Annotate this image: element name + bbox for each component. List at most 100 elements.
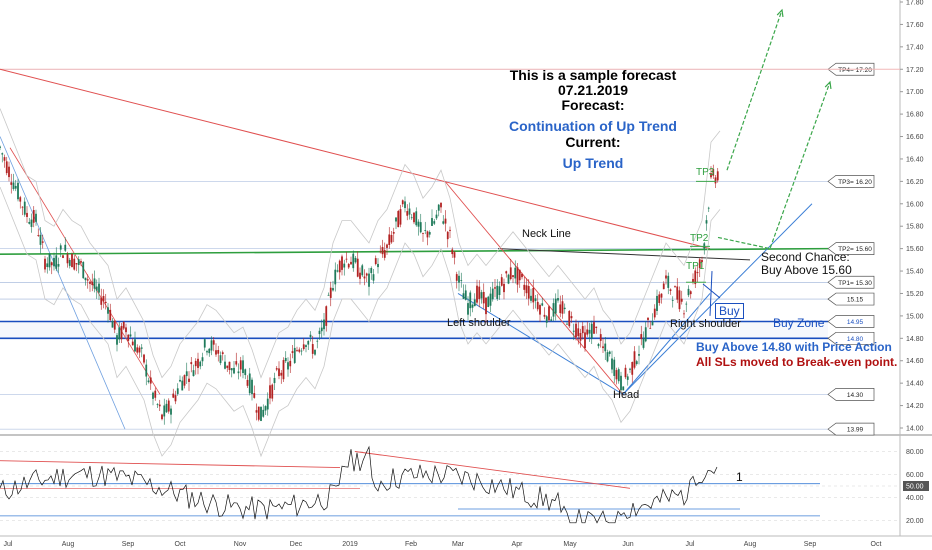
current-value: Up Trend — [562, 155, 624, 171]
candle-body — [302, 344, 305, 350]
candle-body — [253, 393, 256, 398]
candle-body — [651, 321, 654, 326]
candle-body — [356, 258, 359, 277]
level-callout — [827, 242, 875, 255]
candle-body — [647, 317, 649, 320]
candle-body — [518, 269, 521, 281]
candle-body — [174, 395, 177, 402]
candle-body — [568, 311, 571, 327]
candle-body — [550, 319, 553, 321]
candle-body — [401, 200, 404, 205]
candle-body — [377, 263, 379, 268]
osc-red-line-2 — [354, 451, 631, 489]
candle-body — [140, 347, 143, 349]
candle-body — [37, 235, 40, 236]
candle-body — [692, 278, 694, 283]
candle-body — [698, 259, 701, 269]
level-callout-label: 13.99 — [847, 427, 864, 434]
candle-body — [19, 197, 22, 202]
candle-body — [239, 360, 242, 370]
candle-body — [39, 234, 42, 245]
tp2-label: TP2 — [690, 233, 709, 244]
candle-body — [590, 323, 593, 339]
candle-body — [419, 222, 422, 233]
x-tick-label: Dec — [290, 541, 303, 548]
red-trend-line — [0, 68, 711, 250]
buy-above-label: Buy Above 14.80 with Price Action — [696, 340, 892, 354]
candle-body — [201, 357, 204, 362]
candle-body — [48, 253, 51, 268]
candle-body — [59, 245, 62, 250]
candle-body — [75, 263, 78, 265]
candle-body — [617, 369, 620, 382]
candle-body — [359, 272, 361, 279]
level-callout-label: TP3= 16.20 — [838, 179, 872, 186]
y-tick-label: 16.80 — [906, 112, 924, 119]
candle-body — [217, 350, 220, 354]
candle-body — [35, 213, 37, 222]
y-tick-label: 14.80 — [906, 336, 924, 343]
y-tick-label: 17.60 — [906, 22, 924, 29]
candle-body — [289, 360, 292, 367]
candle-body — [194, 360, 197, 367]
candle-body — [23, 201, 26, 215]
candle-body — [62, 255, 64, 258]
candle-body — [705, 220, 708, 224]
forecast-value: Continuation of Up Trend — [509, 118, 677, 134]
bollinger-lower — [0, 186, 721, 458]
head-label: Head — [613, 389, 640, 401]
candle-body — [199, 361, 202, 367]
candle-body — [77, 259, 80, 266]
x-tick-label: Aug — [62, 541, 75, 548]
candle-body — [296, 350, 298, 351]
candle-body — [46, 263, 49, 267]
candle-body — [266, 398, 269, 410]
candle-body — [271, 384, 274, 399]
candle-body — [566, 323, 568, 325]
candle-body — [221, 352, 224, 355]
level-callout-label: 14.95 — [847, 319, 864, 326]
candle-body — [408, 208, 411, 215]
x-tick-label: Jul — [4, 541, 13, 548]
candle-body — [192, 370, 195, 377]
candle-body — [507, 274, 510, 284]
candle-body — [451, 249, 454, 255]
candle-body — [467, 303, 469, 315]
candle-body — [298, 349, 301, 352]
candle-body — [559, 304, 562, 314]
candle-body — [66, 254, 69, 264]
candle-body — [505, 271, 508, 274]
candle-body — [498, 286, 501, 295]
candle-body — [599, 334, 602, 341]
candle-body — [633, 351, 636, 368]
candle-body — [158, 404, 161, 407]
candle-body — [608, 351, 611, 354]
candle-body — [329, 287, 332, 298]
candle-body — [399, 209, 402, 225]
candle-body — [424, 230, 427, 231]
osc-tick-label: 20.00 — [906, 518, 924, 525]
candle-body — [712, 168, 715, 176]
candle-body — [338, 260, 341, 273]
candle-body — [685, 303, 688, 305]
candle-body — [145, 364, 148, 377]
candle-body — [631, 361, 634, 375]
candle-body — [496, 285, 499, 299]
candle-body — [539, 305, 541, 315]
candle-body — [602, 346, 604, 349]
candle-body — [575, 323, 577, 338]
candle-body — [3, 157, 6, 161]
candle-body — [215, 350, 217, 355]
candle-body — [649, 327, 652, 329]
candle-body — [485, 297, 487, 315]
candle-body — [28, 221, 31, 224]
candle-body — [548, 306, 550, 321]
candle-body — [701, 260, 703, 263]
level-callout — [827, 315, 875, 328]
candle-body — [282, 360, 285, 380]
candle-body — [183, 375, 186, 386]
level-callout-label: 14.80 — [847, 336, 864, 343]
y-tick-label: 17.20 — [906, 67, 924, 74]
candle-body — [615, 370, 618, 380]
